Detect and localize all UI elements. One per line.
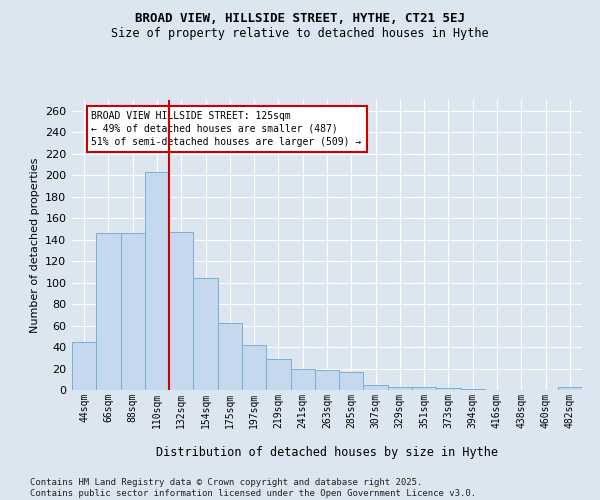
Bar	[436, 388, 461, 390]
Bar	[72, 342, 96, 390]
Bar	[339, 372, 364, 390]
Bar	[121, 233, 145, 390]
Bar	[558, 387, 582, 390]
Bar	[461, 389, 485, 390]
Bar	[266, 359, 290, 390]
Y-axis label: Number of detached properties: Number of detached properties	[29, 158, 40, 332]
Bar	[364, 384, 388, 390]
Bar	[242, 345, 266, 390]
Bar	[193, 278, 218, 390]
Bar	[315, 370, 339, 390]
Text: Size of property relative to detached houses in Hythe: Size of property relative to detached ho…	[111, 28, 489, 40]
Bar	[388, 387, 412, 390]
Text: BROAD VIEW, HILLSIDE STREET, HYTHE, CT21 5EJ: BROAD VIEW, HILLSIDE STREET, HYTHE, CT21…	[135, 12, 465, 26]
Bar	[96, 233, 121, 390]
Bar	[169, 232, 193, 390]
Bar	[412, 387, 436, 390]
Text: Distribution of detached houses by size in Hythe: Distribution of detached houses by size …	[156, 446, 498, 459]
Bar	[218, 324, 242, 390]
Text: Contains HM Land Registry data © Crown copyright and database right 2025.
Contai: Contains HM Land Registry data © Crown c…	[30, 478, 476, 498]
Bar	[145, 172, 169, 390]
Text: BROAD VIEW HILLSIDE STREET: 125sqm
← 49% of detached houses are smaller (487)
51: BROAD VIEW HILLSIDE STREET: 125sqm ← 49%…	[91, 110, 362, 147]
Bar	[290, 368, 315, 390]
